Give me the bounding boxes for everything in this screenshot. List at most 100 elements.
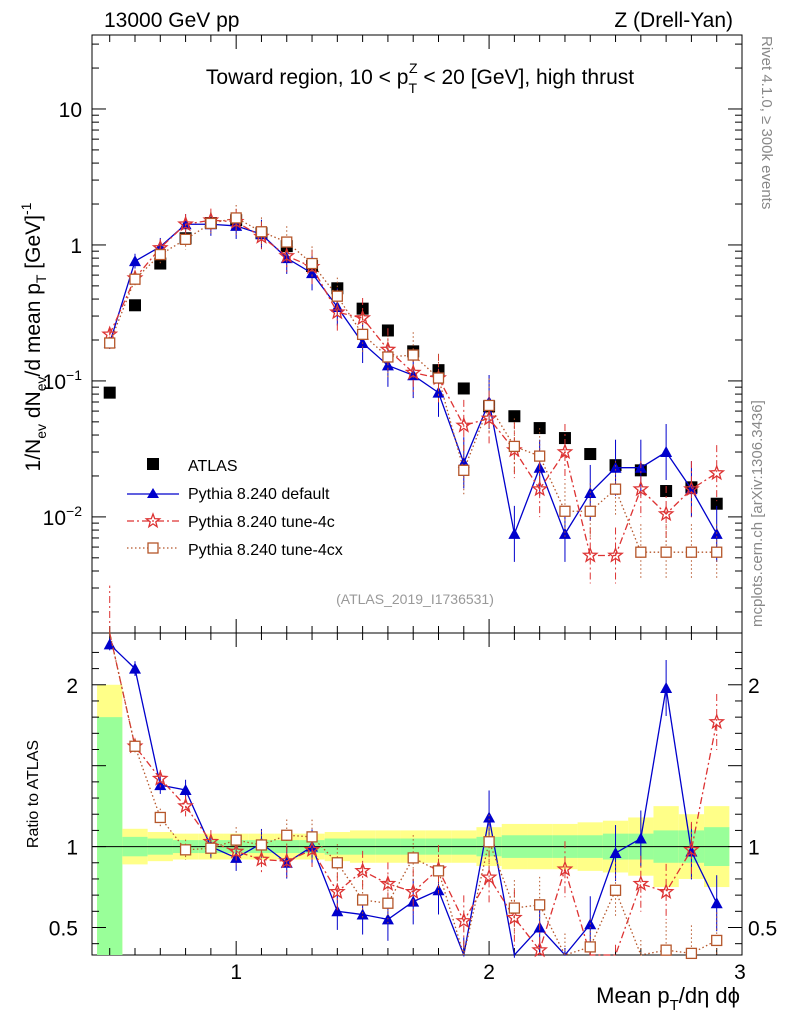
ratio-point-tune4c: [227, 842, 245, 859]
main-point-tune4cx: [281, 236, 293, 248]
main-point-data: [558, 432, 571, 445]
main-point-tune4cx: [356, 328, 369, 341]
legend-entry-tune4cx: Pythia 8.240 tune-4cx: [127, 542, 343, 559]
main-point-tune4cx: [205, 217, 217, 230]
ratio-point-tune4c: [455, 912, 473, 929]
main-y-tick-label: 10: [59, 99, 82, 122]
main-point-tune4c: [354, 309, 372, 326]
ratio-point-tune4c: [657, 883, 675, 900]
main-point-tune4c: [683, 480, 700, 497]
main-point-data: [128, 299, 141, 312]
main-point-tune4cx: [306, 257, 318, 270]
ratio-point-default: [331, 905, 344, 917]
main-point-default: [558, 527, 571, 539]
ratio-point-tune4cx: [281, 829, 293, 841]
ratio-point-tune4cx: [306, 831, 318, 843]
legend-label-atlas: ATLAS: [188, 458, 238, 475]
main-point-default: [609, 461, 622, 473]
ratio-point-default: [154, 779, 167, 791]
ratio-point-tune4cx: [179, 844, 192, 856]
main-point-default: [306, 267, 319, 279]
ratio-point-tune4c: [278, 852, 296, 869]
ratio-point-default: [483, 811, 496, 823]
main-y-tick-label: 10−2: [43, 503, 83, 530]
ratio-point-default: [634, 832, 647, 844]
ratio-panel-frame: [91, 632, 743, 956]
main-point-data: [154, 257, 167, 270]
ratio-point-tune4c: [328, 883, 346, 900]
legend-entry-default: Pythia 8.240 default: [127, 486, 330, 503]
main-series-layer: [101, 204, 726, 584]
main-point-tune4cx: [584, 505, 596, 517]
legend-marker-atlas: [147, 458, 159, 470]
main-point-tune4cx: [129, 273, 141, 285]
main-point-tune4c: [708, 464, 726, 481]
main-point-default: [128, 255, 141, 267]
main-point-tune4cx: [230, 212, 242, 224]
main-point-data: [584, 448, 597, 461]
ratio-point-tune4cx: [255, 839, 268, 851]
ratio-series-layer: [103, 585, 726, 960]
main-point-data: [710, 497, 723, 510]
ratio-point-tune4cx: [382, 897, 394, 909]
legend-label-tune4c: Pythia 8.240 tune-4c: [188, 514, 335, 531]
main-point-tune4c: [177, 215, 194, 232]
main-point-tune4cx: [685, 546, 698, 558]
ratio-point-tune4cx: [584, 941, 596, 953]
ratio-point-default: [306, 840, 319, 852]
ratio-point-default: [356, 908, 369, 920]
ratio-point-tune4c: [632, 874, 650, 892]
ratio-point-default: [609, 847, 622, 859]
ratio-point-default: [660, 682, 673, 694]
main-point-tune4cx: [609, 483, 622, 495]
main-point-tune4c: [632, 480, 650, 497]
analysis-id-label: (ATLAS_2019_I1736531): [336, 591, 494, 607]
ratio-point-default: [103, 638, 116, 650]
x-tick-label: 3: [734, 961, 746, 984]
legend-entry-tune4c: Pythia 8.240 tune-4c: [127, 512, 335, 531]
ratio-point-tune4cx: [483, 836, 495, 848]
ratio-point-tune4cx: [609, 884, 622, 896]
x-tick-label: 2: [483, 961, 495, 984]
ratio-point-tune4cx: [685, 947, 698, 960]
ratio-y-tick-label-left: 1: [66, 837, 78, 860]
ratio-point-tune4cx: [711, 934, 723, 947]
main-point-tune4c: [607, 546, 624, 563]
main-y-tick-label: 10−1: [43, 367, 83, 394]
ratio-y-axis-label: Ratio to ATLAS: [25, 740, 42, 848]
ratio-point-tune4c: [556, 860, 574, 877]
ratio-point-tune4c: [708, 713, 726, 730]
main-point-tune4cx: [483, 399, 495, 412]
ratio-point-tune4c: [151, 769, 169, 786]
main-point-tune4cx: [331, 290, 343, 302]
main-series-tune4cx: [104, 204, 723, 581]
ratio-point-tune4cx: [230, 834, 242, 846]
main-point-tune4cx: [382, 351, 394, 363]
ratio-point-default: [710, 897, 723, 909]
main-point-tune4c: [404, 363, 422, 380]
main-point-tune4c: [657, 505, 675, 522]
ratio-band-inner: [97, 717, 123, 955]
ratio-y-tick-label-right: 0.5: [748, 917, 777, 940]
ratio-point-tune4cx: [432, 865, 445, 877]
main-series-default: [103, 212, 723, 562]
main-point-tune4c: [455, 416, 473, 433]
ratio-point-tune4cx: [129, 740, 141, 752]
main-point-tune4cx: [635, 546, 647, 558]
ratio-point-tune4cx: [356, 894, 369, 906]
main-point-tune4cx: [559, 505, 571, 517]
legend-marker-tune4cx: [147, 542, 159, 554]
main-point-data: [103, 386, 116, 399]
main-point-tune4cx: [432, 372, 445, 384]
ratio-axis-ticks: 0.5 0.5 1 1 2 2 1 2 3: [49, 633, 777, 984]
ratio-y-tick-label-left: 2: [66, 675, 78, 698]
main-point-tune4cx: [508, 440, 521, 453]
ratio-point-tune4cx: [407, 852, 419, 864]
x-tick-label: 1: [230, 961, 242, 984]
main-axis-ticks: 10−2 10−1 1 10: [43, 35, 743, 633]
ratio-y-tick-label-right: 2: [748, 675, 760, 698]
main-point-tune4c: [278, 247, 296, 264]
main-point-tune4c: [581, 546, 599, 563]
ratio-point-tune4c: [354, 862, 372, 878]
ratio-series-tune4cx: [109, 626, 723, 960]
